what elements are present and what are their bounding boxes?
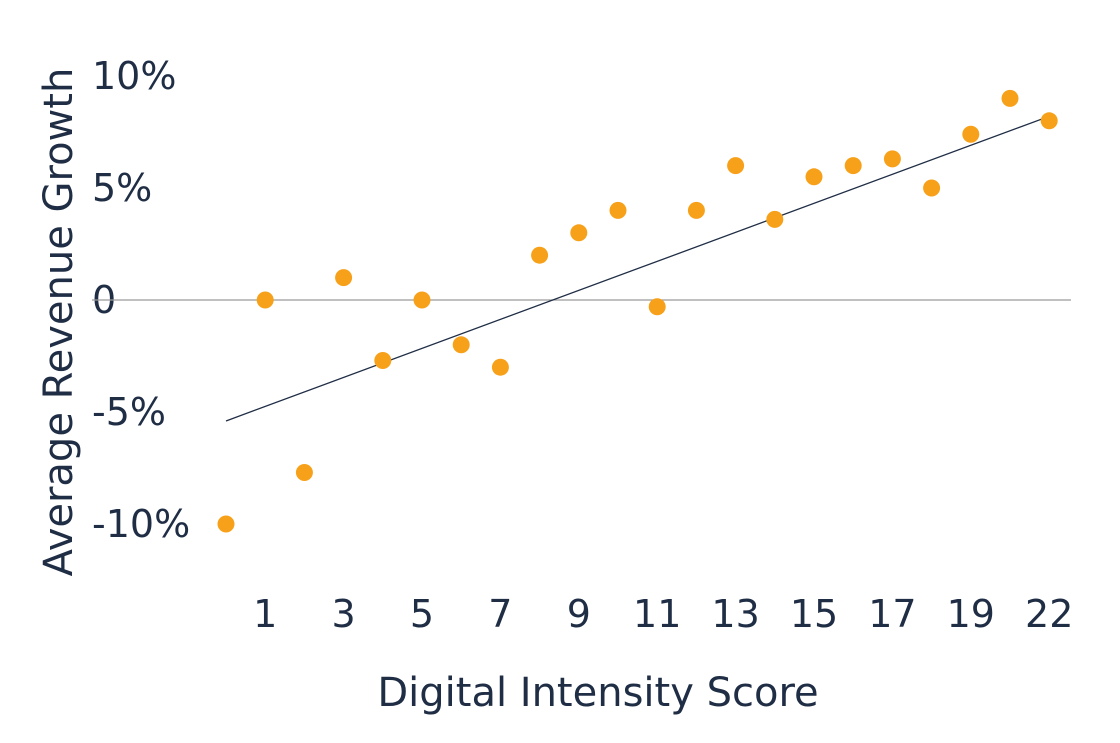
data-point — [923, 179, 941, 197]
data-point — [1001, 89, 1019, 107]
data-point — [883, 150, 901, 168]
x-tick-label: 7 — [488, 592, 512, 636]
y-tick-label: 10% — [92, 54, 176, 98]
data-points — [217, 89, 1058, 533]
data-point — [766, 210, 784, 228]
data-point — [1040, 112, 1058, 130]
data-point — [531, 246, 549, 264]
x-tick-label: 9 — [567, 592, 591, 636]
data-point — [256, 291, 274, 309]
x-tick-label: 1 — [253, 592, 277, 636]
x-tick-label: 22 — [1025, 592, 1073, 636]
data-point — [727, 157, 745, 175]
data-point — [295, 463, 313, 481]
y-tick-label: -10% — [92, 502, 190, 546]
x-axis-title: Digital Intensity Score — [377, 670, 818, 716]
x-tick-label: 19 — [947, 592, 995, 636]
data-point — [687, 201, 705, 219]
x-tick-label: 15 — [790, 592, 838, 636]
data-point — [648, 298, 666, 316]
x-tick-label: 5 — [410, 592, 434, 636]
data-point — [374, 351, 392, 369]
data-point — [805, 168, 823, 186]
data-point — [609, 201, 627, 219]
x-tick-label: 13 — [711, 592, 759, 636]
x-tick-label: 17 — [868, 592, 916, 636]
x-tick-label: 3 — [332, 592, 356, 636]
data-point — [962, 125, 980, 143]
y-tick-label: 5% — [92, 166, 152, 210]
data-point — [217, 515, 235, 533]
data-point — [335, 269, 353, 287]
data-point — [844, 157, 862, 175]
data-point — [452, 336, 470, 354]
y-axis-ticks: 10%5%0-5%-10% — [92, 54, 190, 546]
x-axis-ticks: 1 3 5 7 9 11 13 15 17 19 22 — [253, 592, 1073, 636]
x-tick-label: 11 — [633, 592, 681, 636]
y-axis-title: Average Revenue Growth — [36, 68, 82, 577]
trend-line — [225, 115, 1050, 422]
data-point — [491, 358, 509, 376]
data-point — [413, 291, 431, 309]
data-point — [570, 224, 588, 242]
y-tick-label: -5% — [92, 390, 166, 434]
